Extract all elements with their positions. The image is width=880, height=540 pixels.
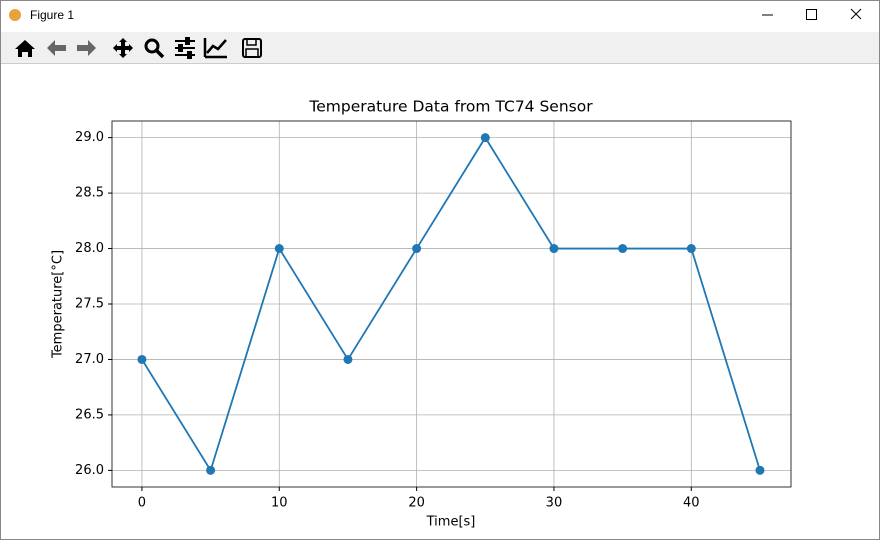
plot-frame xyxy=(111,120,792,488)
x-tick-label: 20 xyxy=(408,496,425,511)
data-line xyxy=(141,135,761,473)
x-tick-label: 0 xyxy=(138,496,146,511)
toolbar-bg xyxy=(1,32,879,63)
configure-button[interactable] xyxy=(175,37,195,59)
data-point xyxy=(480,133,490,143)
data-point xyxy=(618,244,628,254)
x-tick-label: 10 xyxy=(271,496,288,511)
y-tick-label: 27.0 xyxy=(75,352,104,367)
title-bar: Figure 1 xyxy=(9,8,862,22)
app-icon xyxy=(9,9,21,21)
data-point xyxy=(755,465,765,475)
y-tick-label: 27.5 xyxy=(75,297,104,312)
home-button[interactable] xyxy=(15,40,35,57)
data-point xyxy=(137,354,147,364)
data-point xyxy=(686,244,696,254)
y-tick-label: 26.0 xyxy=(75,463,104,478)
y-tick-label: 26.5 xyxy=(75,407,104,422)
y-tick-label: 28.5 xyxy=(75,186,104,201)
data-point xyxy=(206,465,216,475)
chart-title: Temperature Data from TC74 Sensor xyxy=(308,98,593,116)
y-tick-label: 28.0 xyxy=(75,241,104,256)
zoom-button[interactable] xyxy=(144,38,160,54)
x-tick-label: 40 xyxy=(683,496,700,511)
data-point xyxy=(412,244,422,254)
toolbar xyxy=(1,32,879,64)
save-button[interactable] xyxy=(242,38,262,58)
forward-button[interactable] xyxy=(77,40,96,56)
y-axis-label: Temperature[°C] xyxy=(51,250,66,359)
y-tick-label: 29.0 xyxy=(75,130,104,145)
data-point xyxy=(343,354,353,364)
data-point xyxy=(274,244,284,254)
edit-axis-button[interactable] xyxy=(203,38,227,59)
window-title: Figure 1 xyxy=(30,8,74,22)
back-button[interactable] xyxy=(47,40,66,56)
data-point xyxy=(549,244,559,254)
maximize-button[interactable] xyxy=(806,9,817,20)
x-tick-label: 30 xyxy=(546,496,563,511)
close-button[interactable] xyxy=(850,8,862,20)
x-axis-label: Time[s] xyxy=(426,515,476,530)
pan-button[interactable] xyxy=(113,38,133,58)
figure: Temperature Data from TC74 Sensor Time[s… xyxy=(51,98,792,530)
